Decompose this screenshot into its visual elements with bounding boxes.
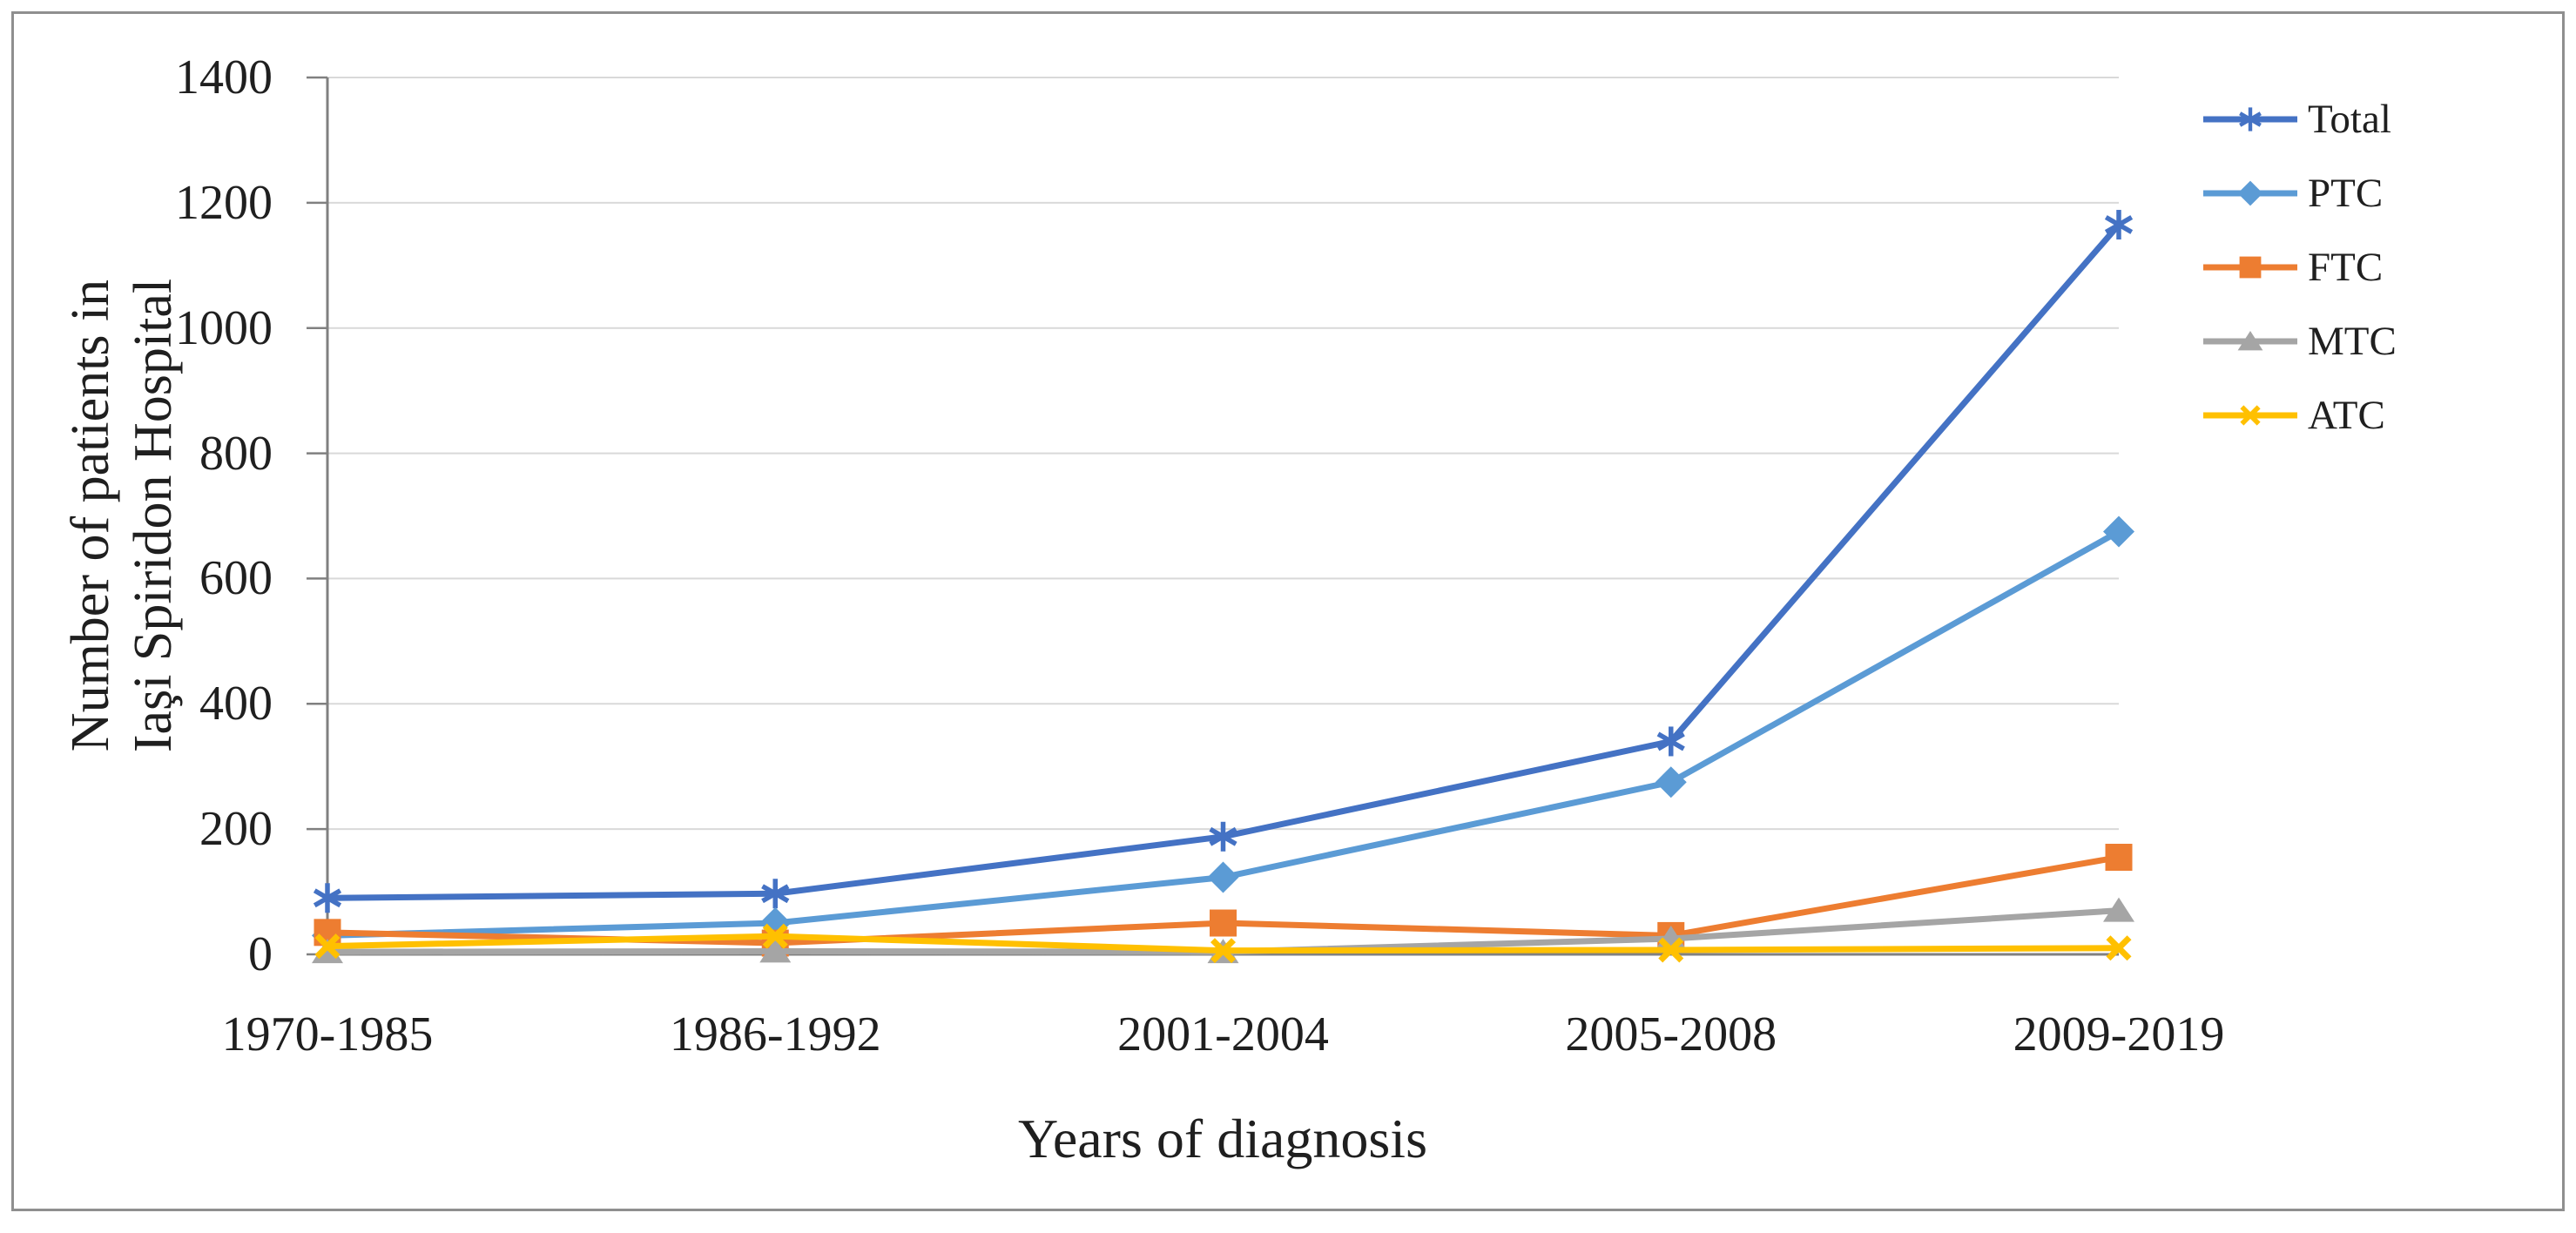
legend-item-total: Total <box>2202 82 2397 156</box>
x-tick-label-1: 1986-1992 <box>669 1007 881 1061</box>
y-tick-label-1200: 1200 <box>175 175 273 230</box>
legend-item-ptc: PTC <box>2202 156 2397 230</box>
legend-label-ftc: FTC <box>2308 244 2384 290</box>
series-line-total <box>327 222 2121 901</box>
series-marker-atc-1 <box>762 923 788 949</box>
y-tick-label-1000: 1000 <box>175 300 273 355</box>
x-axis-title: Years of diagnosis <box>1018 1108 1427 1169</box>
x-tick-label-2: 2001-2004 <box>1117 1007 1329 1061</box>
legend-marker-ftc-icon <box>2203 256 2297 278</box>
legend-marker-ptc-icon <box>2203 180 2297 206</box>
series-marker-ftc-2 <box>1210 909 1237 937</box>
legend-label-atc: ATC <box>2308 392 2385 438</box>
y-tick-label-600: 600 <box>199 551 273 606</box>
legend-marker-atc-icon <box>2203 404 2297 426</box>
series-marker-total-3 <box>1656 726 1685 757</box>
legend-marker-shape-ftc <box>2239 256 2262 278</box>
y-tick-label-200: 200 <box>199 802 273 857</box>
legend-marker-shape-mtc <box>2237 330 2263 350</box>
series-marker-total-4 <box>2104 210 2134 240</box>
legend-marker-shape-atc <box>2240 404 2261 426</box>
series-marker-ptc-2 <box>1207 861 1239 893</box>
y-tick-label-1400: 1400 <box>175 51 273 104</box>
legend-item-ftc: FTC <box>2202 230 2397 304</box>
x-tick-label-3: 2005-2008 <box>1565 1007 1777 1061</box>
legend-marker-total-icon <box>2203 106 2297 131</box>
series-marker-mtc-1 <box>759 938 792 963</box>
legend-marker-shape-ptc <box>2237 180 2263 206</box>
chart-legend: Total PTC FTC MTC ATC <box>2202 82 2397 452</box>
series-marker-ptc-4 <box>2103 515 2134 548</box>
legend-marker-mtc-icon <box>2203 330 2297 350</box>
series-marker-ftc-4 <box>2105 844 2133 872</box>
y-tick-label-400: 400 <box>199 677 273 731</box>
series-marker-total-2 <box>1209 821 1237 852</box>
legend-label-total: Total <box>2308 96 2391 142</box>
series-marker-total-1 <box>761 879 790 909</box>
series-marker-mtc-4 <box>2103 897 2134 922</box>
legend-item-mtc: MTC <box>2202 304 2397 378</box>
series-marker-atc-4 <box>2106 935 2132 961</box>
series-marker-atc-0 <box>314 933 341 960</box>
legend-item-atc: ATC <box>2202 378 2397 452</box>
series-marker-total-0 <box>313 883 342 913</box>
legend-label-mtc: MTC <box>2308 318 2397 364</box>
series-marker-atc-3 <box>1658 937 1684 963</box>
x-tick-label-0: 1970-1985 <box>221 1007 434 1061</box>
legend-label-ptc: PTC <box>2308 170 2384 216</box>
series-marker-atc-2 <box>1210 938 1236 964</box>
y-tick-label-0: 0 <box>248 927 273 981</box>
legend-marker-shape-total <box>2239 106 2262 131</box>
series-marker-ptc-3 <box>1655 766 1687 798</box>
x-tick-label-4: 2009-2019 <box>2013 1007 2225 1061</box>
y-tick-label-800: 800 <box>199 426 273 481</box>
chart-frame <box>11 11 2565 1211</box>
